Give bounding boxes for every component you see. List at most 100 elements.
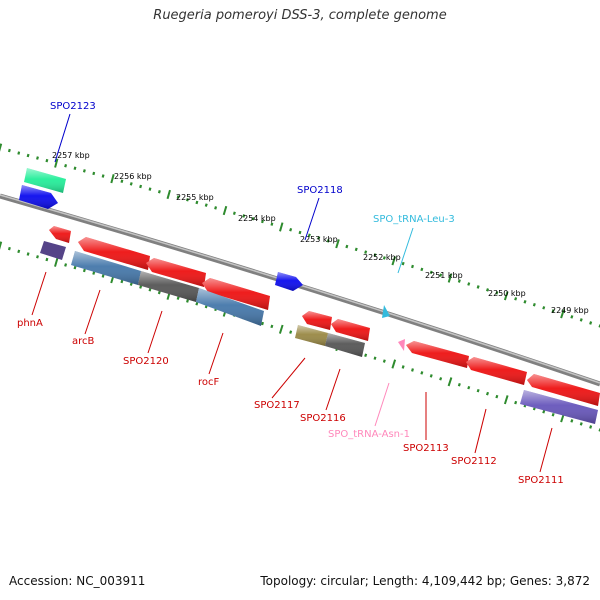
- minor-tick: [523, 300, 527, 304]
- minor-tick: [579, 318, 583, 322]
- minor-tick: [176, 296, 180, 300]
- major-tick: [54, 257, 59, 267]
- minor-tick: [495, 394, 499, 399]
- major-tick: [335, 239, 340, 249]
- minor-tick: [157, 190, 161, 194]
- minor-tick: [364, 353, 368, 358]
- minor-tick: [542, 409, 546, 414]
- minor-tick: [186, 198, 189, 202]
- major-tick: [503, 395, 509, 405]
- minor-tick: [532, 302, 536, 307]
- label-phna[interactable]: phnA: [17, 318, 43, 329]
- minor-tick: [420, 371, 424, 375]
- scale-label: 2256 kbp: [114, 172, 152, 181]
- minor-tick: [139, 184, 143, 189]
- minor-tick: [514, 297, 518, 301]
- label-spo-trna-asn-1[interactable]: SPO_tRNA-Asn-1: [328, 429, 410, 440]
- minor-tick: [120, 179, 124, 183]
- minor-tick: [17, 249, 21, 254]
- minor-tick: [420, 267, 424, 272]
- label-spo2120[interactable]: SPO2120: [123, 356, 169, 367]
- minor-tick: [326, 239, 330, 243]
- minor-tick: [92, 271, 96, 275]
- label-connectors: [31, 113, 553, 473]
- minor-tick: [82, 169, 86, 173]
- minor-tick: [204, 203, 208, 207]
- minor-tick: [485, 288, 490, 292]
- minor-tick: [589, 321, 593, 325]
- minor-tick: [570, 315, 574, 319]
- scale-label: 2253 kbp: [300, 235, 338, 244]
- scale-label: 2249 kbp: [551, 306, 589, 315]
- minor-tick: [476, 388, 480, 393]
- minor-tick: [195, 301, 199, 306]
- minor-tick: [401, 261, 405, 266]
- label-spo2112[interactable]: SPO2112: [451, 456, 497, 467]
- minor-tick: [270, 324, 274, 329]
- scale-label: 2250 kbp: [488, 289, 526, 298]
- major-tick: [222, 205, 228, 216]
- minor-tick: [195, 200, 199, 205]
- label-spo2117[interactable]: SPO2117: [254, 400, 300, 411]
- minor-tick: [429, 374, 433, 378]
- reverse-features: [40, 226, 600, 424]
- label-rocf[interactable]: rocF: [198, 377, 220, 388]
- minor-tick: [542, 306, 546, 310]
- minor-tick: [129, 282, 133, 286]
- minor-tick: [382, 256, 386, 260]
- minor-tick: [148, 187, 152, 191]
- minor-tick: [401, 365, 405, 369]
- minor-tick: [457, 279, 461, 283]
- accession-text: Accession: NC_003911: [9, 574, 146, 588]
- label-spo-trna-leu-3[interactable]: SPO_tRNA-Leu-3: [373, 214, 455, 225]
- minor-tick: [214, 206, 218, 210]
- minor-tick: [120, 279, 124, 284]
- minor-tick: [289, 330, 293, 334]
- minor-tick: [289, 227, 293, 232]
- minor-tick: [73, 265, 77, 270]
- minor-tick: [26, 153, 30, 158]
- minor-tick: [589, 425, 593, 429]
- label-spo2123[interactable]: SPO2123: [50, 101, 96, 112]
- trna-leu-3[interactable]: [382, 305, 390, 318]
- minor-tick: [364, 250, 368, 254]
- label-spo2111[interactable]: SPO2111: [518, 475, 564, 486]
- label-spo2113[interactable]: SPO2113: [403, 443, 449, 454]
- gene-phna-purple[interactable]: [40, 241, 66, 260]
- minor-tick: [429, 270, 433, 275]
- major-tick: [110, 174, 115, 184]
- minor-tick: [270, 222, 274, 226]
- minor-tick: [579, 422, 583, 426]
- minor-tick: [495, 291, 499, 295]
- minor-tick: [45, 257, 49, 262]
- minor-tick: [439, 377, 443, 381]
- label-arcb[interactable]: arcB: [72, 336, 95, 347]
- minor-tick: [17, 151, 21, 155]
- major-tick: [0, 143, 3, 152]
- genome-summary-text: Topology: circular; Length: 4,109,442 bp…: [260, 574, 590, 588]
- major-tick: [560, 309, 565, 319]
- minor-tick: [36, 156, 39, 160]
- minor-tick: [570, 419, 574, 423]
- minor-tick: [373, 356, 377, 360]
- major-tick: [166, 189, 171, 200]
- major-tick: [503, 291, 509, 301]
- label-spo2116[interactable]: SPO2116: [300, 413, 346, 424]
- minor-tick: [186, 299, 189, 303]
- label-spo2118[interactable]: SPO2118: [297, 185, 343, 196]
- major-tick: [391, 359, 397, 369]
- scale-labels: 2257 kbp 2256 kbp 2255 kbp 2254 kbp 2253…: [52, 151, 589, 315]
- forward-tick-track: [0, 143, 600, 328]
- minor-tick: [261, 219, 264, 224]
- minor-tick: [242, 214, 246, 218]
- major-tick: [0, 241, 3, 250]
- minor-tick: [7, 148, 11, 153]
- minor-tick: [373, 253, 377, 257]
- minor-tick: [129, 182, 133, 186]
- scale-label: 2252 kbp: [363, 253, 401, 262]
- minor-tick: [45, 158, 49, 163]
- trna-asn-1[interactable]: [398, 339, 405, 351]
- scale-label: 2257 kbp: [52, 151, 90, 160]
- minor-tick: [82, 268, 86, 273]
